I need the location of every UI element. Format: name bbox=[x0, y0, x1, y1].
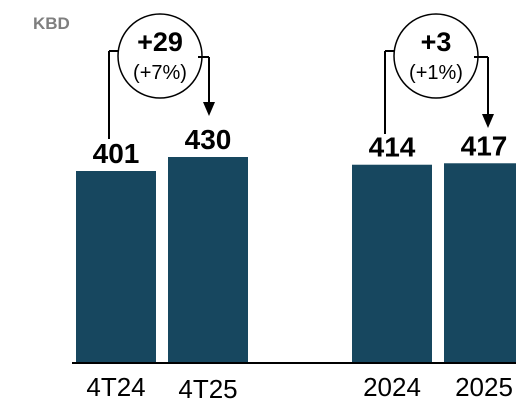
value-label: 414 bbox=[369, 132, 416, 163]
bar-4t24 bbox=[76, 171, 156, 363]
comparison-2024-2025: +3 (+1%) bbox=[384, 13, 494, 134]
value-labels: 401 430 414 417 bbox=[93, 124, 508, 169]
bar-2025 bbox=[444, 163, 516, 363]
x-tick-label: 2025 bbox=[455, 372, 513, 402]
bar-2024 bbox=[352, 164, 432, 363]
x-tick-labels: 4T24 4T25 2024 2025 bbox=[86, 372, 513, 402]
comparison-delta: +29 bbox=[137, 27, 183, 57]
value-label: 417 bbox=[461, 130, 508, 161]
x-tick-label: 4T24 bbox=[86, 372, 145, 402]
x-tick-label: 2024 bbox=[363, 372, 421, 402]
comparison-4t24-4t25: +29 (+7%) bbox=[108, 13, 215, 139]
comparison-delta: +3 bbox=[421, 27, 452, 57]
comparison-percent: (+7%) bbox=[133, 62, 187, 84]
unit-label: KBD bbox=[33, 14, 70, 33]
bars bbox=[76, 157, 516, 363]
bar-4t25 bbox=[168, 157, 248, 363]
comparison-percent: (+1%) bbox=[409, 62, 463, 84]
value-label: 430 bbox=[185, 124, 232, 155]
x-tick-label: 4T25 bbox=[178, 374, 237, 402]
arrow-down-icon bbox=[482, 114, 494, 128]
arrow-down-icon bbox=[203, 102, 215, 116]
value-label: 401 bbox=[93, 138, 140, 169]
